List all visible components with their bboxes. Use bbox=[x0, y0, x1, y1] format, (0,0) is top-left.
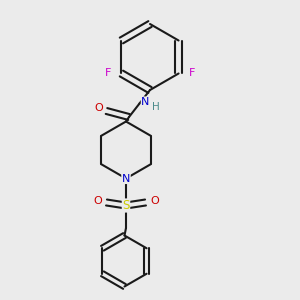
Text: O: O bbox=[93, 196, 102, 206]
Text: F: F bbox=[105, 68, 111, 79]
Text: N: N bbox=[141, 97, 150, 107]
Text: N: N bbox=[122, 173, 130, 184]
Text: S: S bbox=[122, 199, 130, 212]
Text: H: H bbox=[152, 101, 160, 112]
Text: O: O bbox=[94, 103, 103, 113]
Text: O: O bbox=[150, 196, 159, 206]
Text: F: F bbox=[189, 68, 195, 79]
